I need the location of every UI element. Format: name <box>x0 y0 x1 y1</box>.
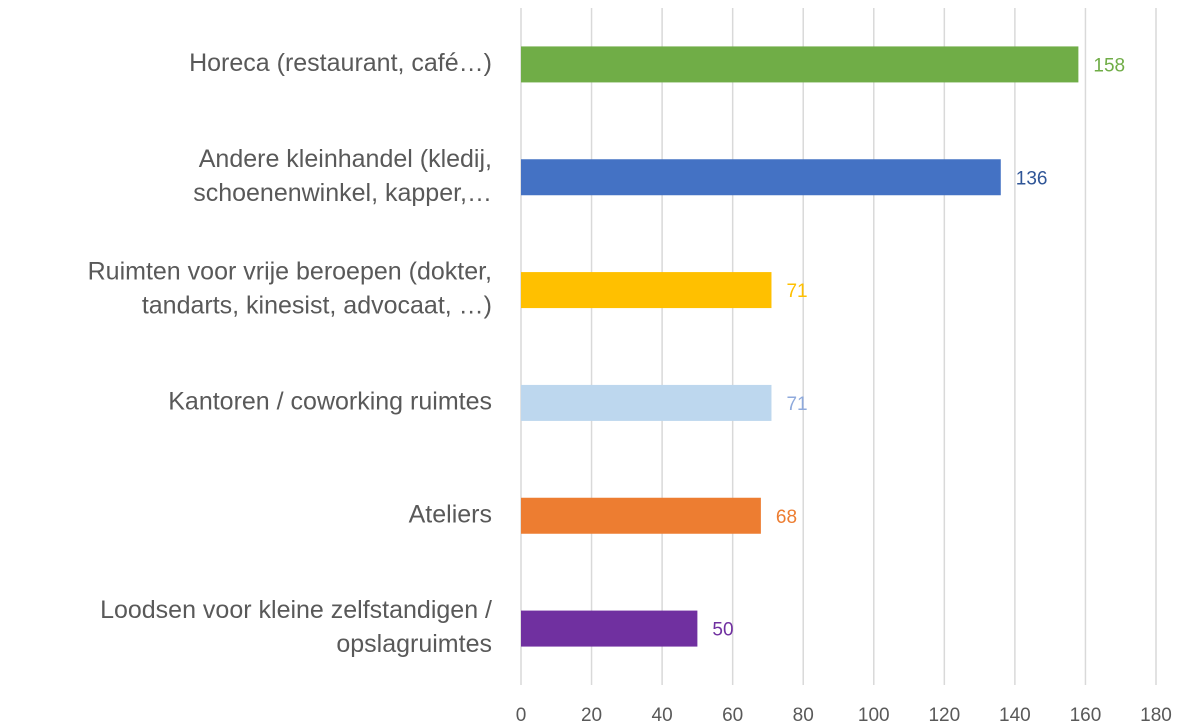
x-tick-label: 140 <box>999 705 1031 726</box>
bar <box>521 272 772 309</box>
x-tick-label: 160 <box>1070 705 1102 726</box>
x-tick-label: 180 <box>1140 705 1172 726</box>
value-label: 71 <box>786 394 807 415</box>
value-label: 158 <box>1093 55 1125 76</box>
bar <box>521 497 761 534</box>
x-tick-label: 100 <box>858 705 890 726</box>
x-tick-label: 40 <box>652 705 673 726</box>
value-label: 71 <box>786 281 807 302</box>
y-tick-label: opslagruimtes <box>336 630 492 658</box>
x-tick-label: 0 <box>516 705 527 726</box>
value-label: 50 <box>712 620 733 641</box>
y-tick-label: Ateliers <box>409 500 492 528</box>
x-tick-label: 20 <box>581 705 602 726</box>
value-label: 136 <box>1016 168 1048 189</box>
y-tick-label: tandarts, kinesist, advocaat, …) <box>142 292 492 320</box>
value-label: 68 <box>776 507 797 528</box>
x-tick-label: 120 <box>928 705 960 726</box>
y-tick-label: schoenenwinkel, kapper,… <box>193 179 492 207</box>
bar <box>521 384 772 421</box>
y-tick-label: Kantoren / coworking ruimtes <box>168 388 492 416</box>
x-tick-label: 80 <box>793 705 814 726</box>
x-tick-label: 60 <box>722 705 743 726</box>
y-tick-label: Horeca (restaurant, café…) <box>189 49 492 77</box>
bar <box>521 159 1001 196</box>
bar <box>521 46 1079 83</box>
y-tick-label: Ruimten voor vrije beroepen (dokter, <box>88 258 492 286</box>
y-tick-label: Loodsen voor kleine zelfstandigen / <box>100 596 492 624</box>
y-tick-label: Andere kleinhandel (kledij, <box>199 145 492 173</box>
bar <box>521 610 698 647</box>
